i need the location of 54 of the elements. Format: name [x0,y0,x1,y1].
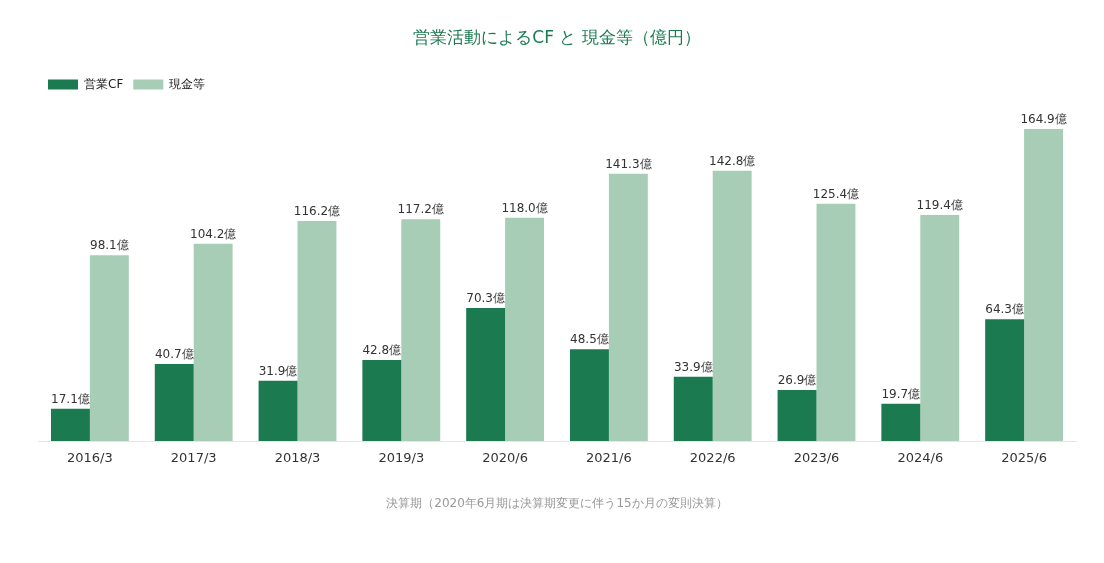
data-label: 33.9億 [673,359,713,374]
data-label: 70.3億 [466,291,505,306]
bar [466,307,506,441]
bar [89,255,129,441]
x-tick-label: 2024/6 [897,450,944,466]
bar [673,376,713,441]
chart-title: 営業活動によるCF と 現金等（億円） [413,26,701,47]
bar [401,219,441,441]
bar [362,360,402,441]
x-tick-label: 2021/6 [586,450,632,466]
x-tick-label: 2023/6 [793,450,840,466]
data-label: 42.8億 [362,343,402,358]
legend-label: 営業CF [84,76,124,91]
legend-label: 現金等 [169,76,206,91]
bar [920,215,960,441]
data-label: 48.5億 [570,332,609,347]
data-label: 119.4億 [916,198,963,213]
bar [985,319,1025,441]
bar [777,390,817,441]
x-tick-label: 2018/3 [274,450,321,466]
data-label: 19.7億 [881,386,921,401]
bar [569,349,609,441]
data-label: 116.2億 [293,204,341,219]
data-label: 118.0億 [501,200,548,215]
bar [608,173,648,441]
x-axis-title: 決算期（2020年6月期は決算期変更に伴う15か月の変則決算） [386,495,728,510]
x-tick-label: 2020/6 [482,450,528,466]
data-label: 40.7億 [154,347,194,362]
x-tick-label: 2017/3 [170,450,217,466]
data-label: 104.2億 [189,226,237,241]
x-tick-label: 2022/6 [689,450,736,466]
bar [258,380,298,441]
bar [712,170,752,441]
data-label: 164.9億 [1020,112,1067,127]
data-label: 125.4億 [812,186,860,201]
data-label: 26.9億 [777,373,817,388]
data-label: 142.8億 [708,153,756,168]
bar [505,217,545,441]
bar [50,408,90,441]
data-label: 64.3億 [985,302,1024,317]
bar [297,221,337,441]
data-label: 141.3億 [605,156,652,171]
bar [816,203,856,441]
data-label: 98.1億 [90,238,129,253]
bar [193,243,233,441]
data-label: 17.1億 [51,391,90,406]
bar [1024,128,1064,441]
x-tick-label: 2025/6 [1001,450,1047,466]
x-tick-label: 2019/3 [378,450,425,466]
bar [881,403,921,441]
x-tick-label: 2016/3 [67,450,113,466]
bar [154,363,194,441]
data-label: 117.2億 [397,202,444,217]
data-label: 31.9億 [258,363,298,378]
